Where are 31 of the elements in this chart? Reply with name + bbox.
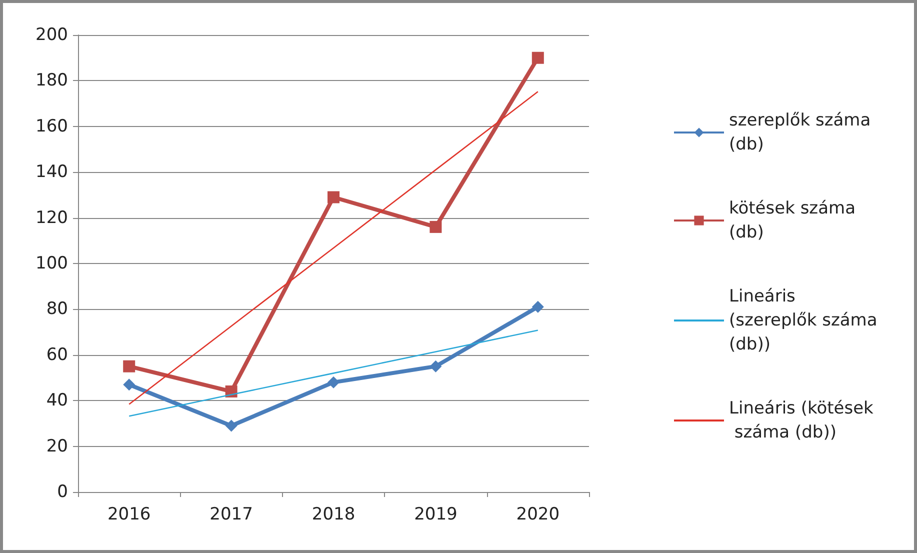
x-tick-label: 2019 [414, 504, 458, 524]
y-tick-label: 80 [46, 299, 68, 320]
y-tick-label: 40 [46, 390, 68, 411]
x-tick-label: 2020 [516, 504, 560, 524]
point [328, 376, 340, 388]
line-series [128, 91, 539, 405]
y-tick-label: 20 [46, 436, 68, 456]
legend-label: Lineáris (szereplők száma (db)) [729, 286, 883, 354]
point [430, 220, 442, 233]
legend-label: kötések száma (db) [729, 198, 861, 242]
point [123, 360, 136, 372]
point [532, 52, 544, 64]
point [532, 300, 544, 313]
y-tick-label: 100 [36, 254, 68, 274]
point [123, 378, 136, 391]
x-tick-label: 2017 [210, 504, 253, 524]
y-tick-label: 0 [57, 482, 68, 502]
point [328, 191, 340, 204]
legend-label: Lineáris (kötések száma (db)) [729, 398, 874, 442]
line-series [128, 330, 539, 417]
x-tick-label: 2016 [107, 504, 151, 524]
y-tick-label: 160 [36, 116, 68, 136]
y-tick-label: 60 [46, 344, 68, 365]
point [430, 360, 442, 372]
y-tick-label: 200 [36, 25, 68, 45]
x-tick-label: 2018 [312, 504, 356, 524]
y-tick-label: 180 [36, 70, 68, 91]
y-tick-label: 120 [36, 208, 68, 228]
legend-label: szereplők száma (db) [729, 110, 876, 154]
point [225, 420, 238, 432]
y-tick-label: 140 [36, 162, 68, 182]
